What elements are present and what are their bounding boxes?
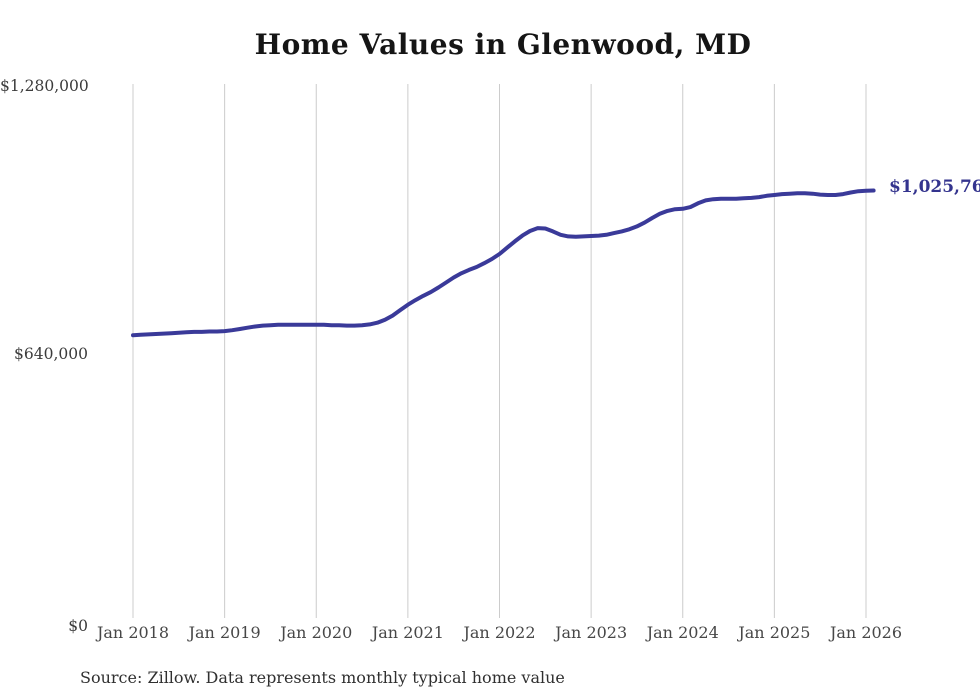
y-tick-label: $1,280,000 [0, 77, 89, 95]
y-tick-label: $640,000 [14, 345, 88, 363]
source-note: Source: Zillow. Data represents monthly … [80, 668, 565, 687]
series-group [131, 188, 876, 338]
x-tick-label: Jan 2021 [371, 623, 444, 642]
x-tick-label: Jan 2018 [96, 623, 170, 642]
x-tick-label: Jan 2020 [280, 623, 353, 642]
x-tick-label: Jan 2022 [463, 623, 536, 642]
gridlines [132, 84, 867, 618]
y-tick-label: $0 [68, 617, 88, 635]
x-tick-label: Jan 2023 [555, 623, 628, 642]
series-end-label: $1,025,767 [889, 177, 980, 197]
home-value-line [131, 188, 876, 338]
chart-title: Home Values in Glenwood, MD [254, 28, 752, 61]
x-tick-label: Jan 2019 [188, 623, 261, 642]
x-tick-label: Jan 2025 [738, 623, 811, 642]
x-tick-label: Jan 2024 [646, 623, 719, 642]
x-tick-label: Jan 2026 [829, 623, 903, 642]
